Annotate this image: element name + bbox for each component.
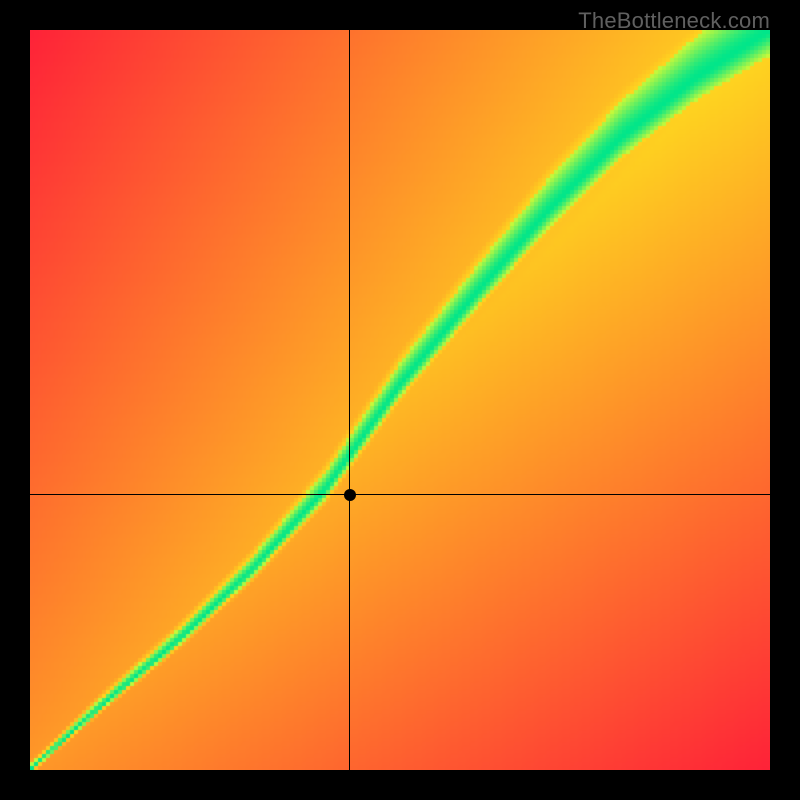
crosshair-horizontal (30, 494, 770, 495)
heatmap-canvas (30, 30, 770, 770)
crosshair-vertical (349, 30, 350, 770)
crosshair-marker (344, 489, 356, 501)
watermark-text: TheBottleneck.com (578, 8, 770, 34)
plot-area (30, 30, 770, 770)
chart-container: TheBottleneck.com (0, 0, 800, 800)
